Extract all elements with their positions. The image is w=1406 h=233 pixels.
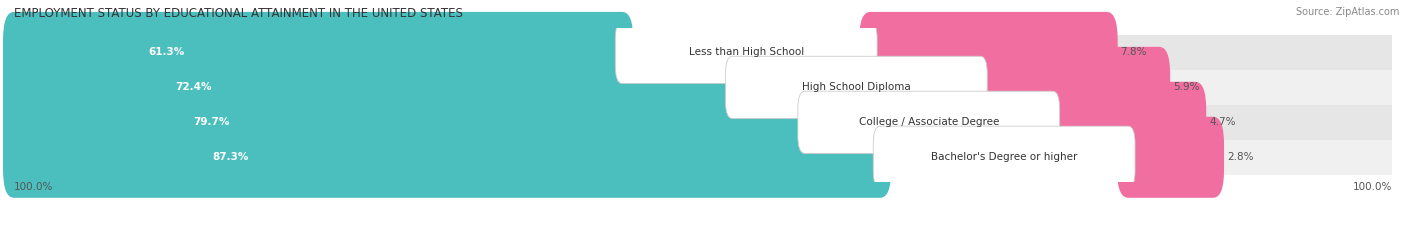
Text: Bachelor's Degree or higher: Bachelor's Degree or higher	[931, 152, 1077, 162]
Bar	[14, 70, 1392, 105]
FancyBboxPatch shape	[797, 91, 1060, 154]
FancyBboxPatch shape	[3, 82, 815, 163]
FancyBboxPatch shape	[969, 47, 1170, 128]
FancyBboxPatch shape	[616, 21, 877, 84]
FancyBboxPatch shape	[873, 126, 1135, 188]
Text: 7.8%: 7.8%	[1121, 48, 1147, 57]
FancyBboxPatch shape	[3, 117, 891, 198]
FancyBboxPatch shape	[3, 12, 633, 93]
Text: Less than High School: Less than High School	[689, 48, 804, 57]
Text: 72.4%: 72.4%	[176, 82, 212, 92]
FancyBboxPatch shape	[3, 47, 744, 128]
Text: 2.8%: 2.8%	[1227, 152, 1253, 162]
FancyBboxPatch shape	[859, 12, 1118, 93]
Bar	[14, 140, 1392, 175]
Text: 79.7%: 79.7%	[194, 117, 231, 127]
Text: 100.0%: 100.0%	[14, 182, 53, 192]
Text: 61.3%: 61.3%	[148, 48, 184, 57]
Text: High School Diploma: High School Diploma	[801, 82, 911, 92]
Bar	[14, 35, 1392, 70]
Text: 100.0%: 100.0%	[1353, 182, 1392, 192]
FancyBboxPatch shape	[1118, 117, 1225, 198]
FancyBboxPatch shape	[725, 56, 987, 118]
Text: 4.7%: 4.7%	[1209, 117, 1236, 127]
Text: EMPLOYMENT STATUS BY EDUCATIONAL ATTAINMENT IN THE UNITED STATES: EMPLOYMENT STATUS BY EDUCATIONAL ATTAINM…	[14, 7, 463, 20]
Bar	[14, 105, 1392, 140]
Text: 5.9%: 5.9%	[1173, 82, 1199, 92]
Text: Source: ZipAtlas.com: Source: ZipAtlas.com	[1295, 7, 1399, 17]
Text: College / Associate Degree: College / Associate Degree	[859, 117, 998, 127]
FancyBboxPatch shape	[1042, 82, 1206, 163]
Text: 87.3%: 87.3%	[212, 152, 249, 162]
